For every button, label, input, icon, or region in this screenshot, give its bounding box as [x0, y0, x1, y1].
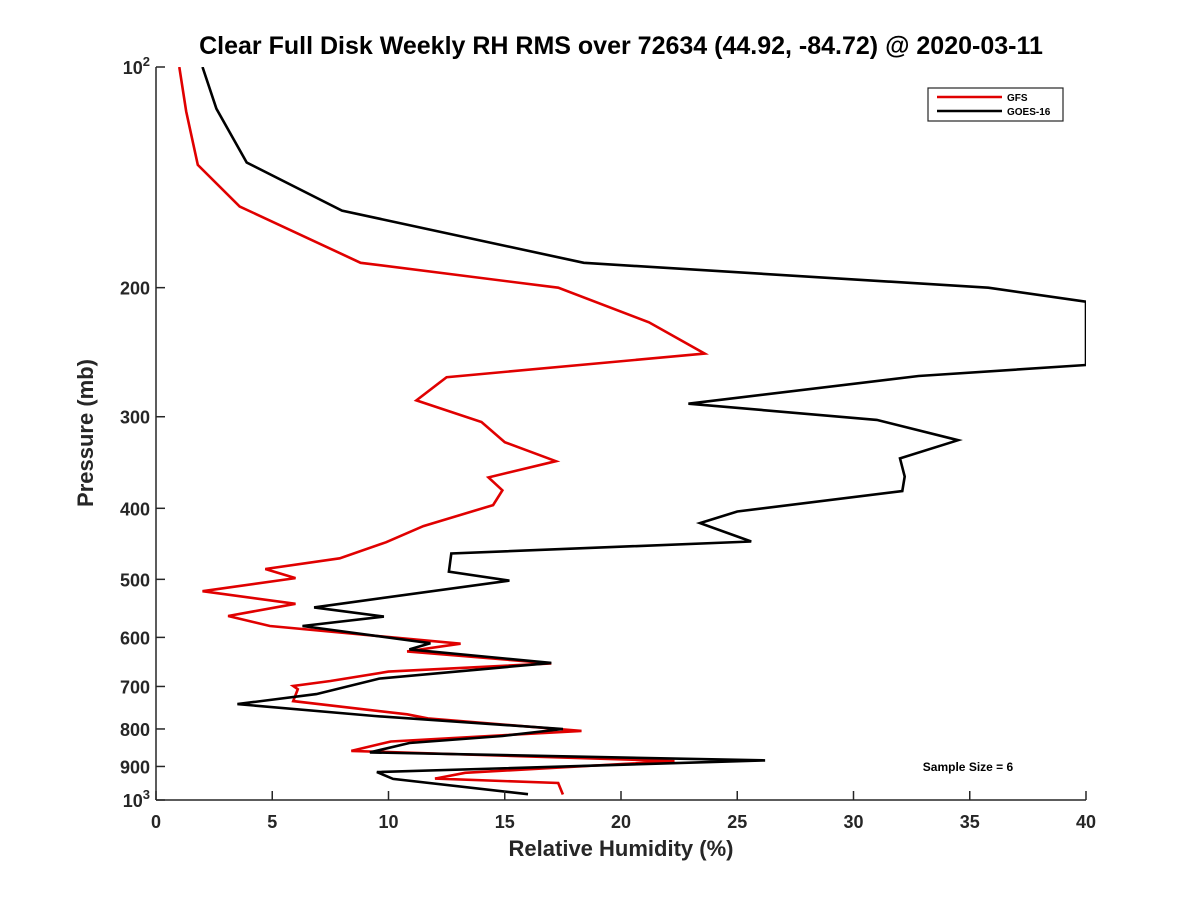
x-tick-label: 40	[1076, 812, 1096, 832]
y-tick-exponent: 2	[143, 54, 150, 69]
y-tick-label: 500	[120, 570, 150, 590]
y-tick-label: 900	[120, 757, 150, 777]
x-tick-label: 10	[378, 812, 398, 832]
x-tick-label: 15	[495, 812, 515, 832]
x-tick-label: 35	[960, 812, 980, 832]
series-line-gfs	[178, 67, 709, 795]
x-tick-label: 0	[151, 812, 161, 832]
chart-title: Clear Full Disk Weekly RH RMS over 72634…	[199, 32, 1043, 60]
x-tick-label: 30	[843, 812, 863, 832]
y-tick-base: 10	[123, 791, 143, 811]
legend-label-goes16: GOES-16	[1007, 107, 1051, 118]
x-tick-label: 25	[727, 812, 747, 832]
y-tick-exponent: 3	[143, 787, 150, 802]
legend: GFS GOES-16	[927, 87, 1064, 122]
plot-area: 0 5 10 15 20 25 30 35 40 10220030040050060070080…	[120, 54, 1096, 832]
sample-size-annotation: Sample Size = 6	[923, 760, 1014, 774]
y-tick-label: 200	[120, 279, 150, 299]
series-layer	[178, 67, 1086, 796]
y-axis-label: Pressure (mb)	[73, 359, 98, 507]
y-tick-base: 10	[123, 58, 143, 78]
y-tick-label: 400	[120, 499, 150, 519]
y-tick-label: 600	[120, 628, 150, 648]
x-axis-label: Relative Humidity (%)	[509, 836, 734, 861]
legend-label-gfs: GFS	[1007, 93, 1028, 104]
y-tick-label: 102	[123, 54, 150, 78]
x-tick-label: 5	[267, 812, 277, 832]
series-line-goes16	[201, 67, 1086, 796]
y-tick-label: 700	[120, 677, 150, 697]
y-tick-label: 300	[120, 408, 150, 428]
x-axis-ticks: 0 5 10 15 20 25 30 35 40	[151, 791, 1096, 832]
y-tick-label: 800	[120, 720, 150, 740]
y-tick-label: 103	[123, 787, 150, 811]
axes-background	[156, 67, 1086, 800]
legend-box	[927, 87, 1064, 122]
x-tick-label: 20	[611, 812, 631, 832]
